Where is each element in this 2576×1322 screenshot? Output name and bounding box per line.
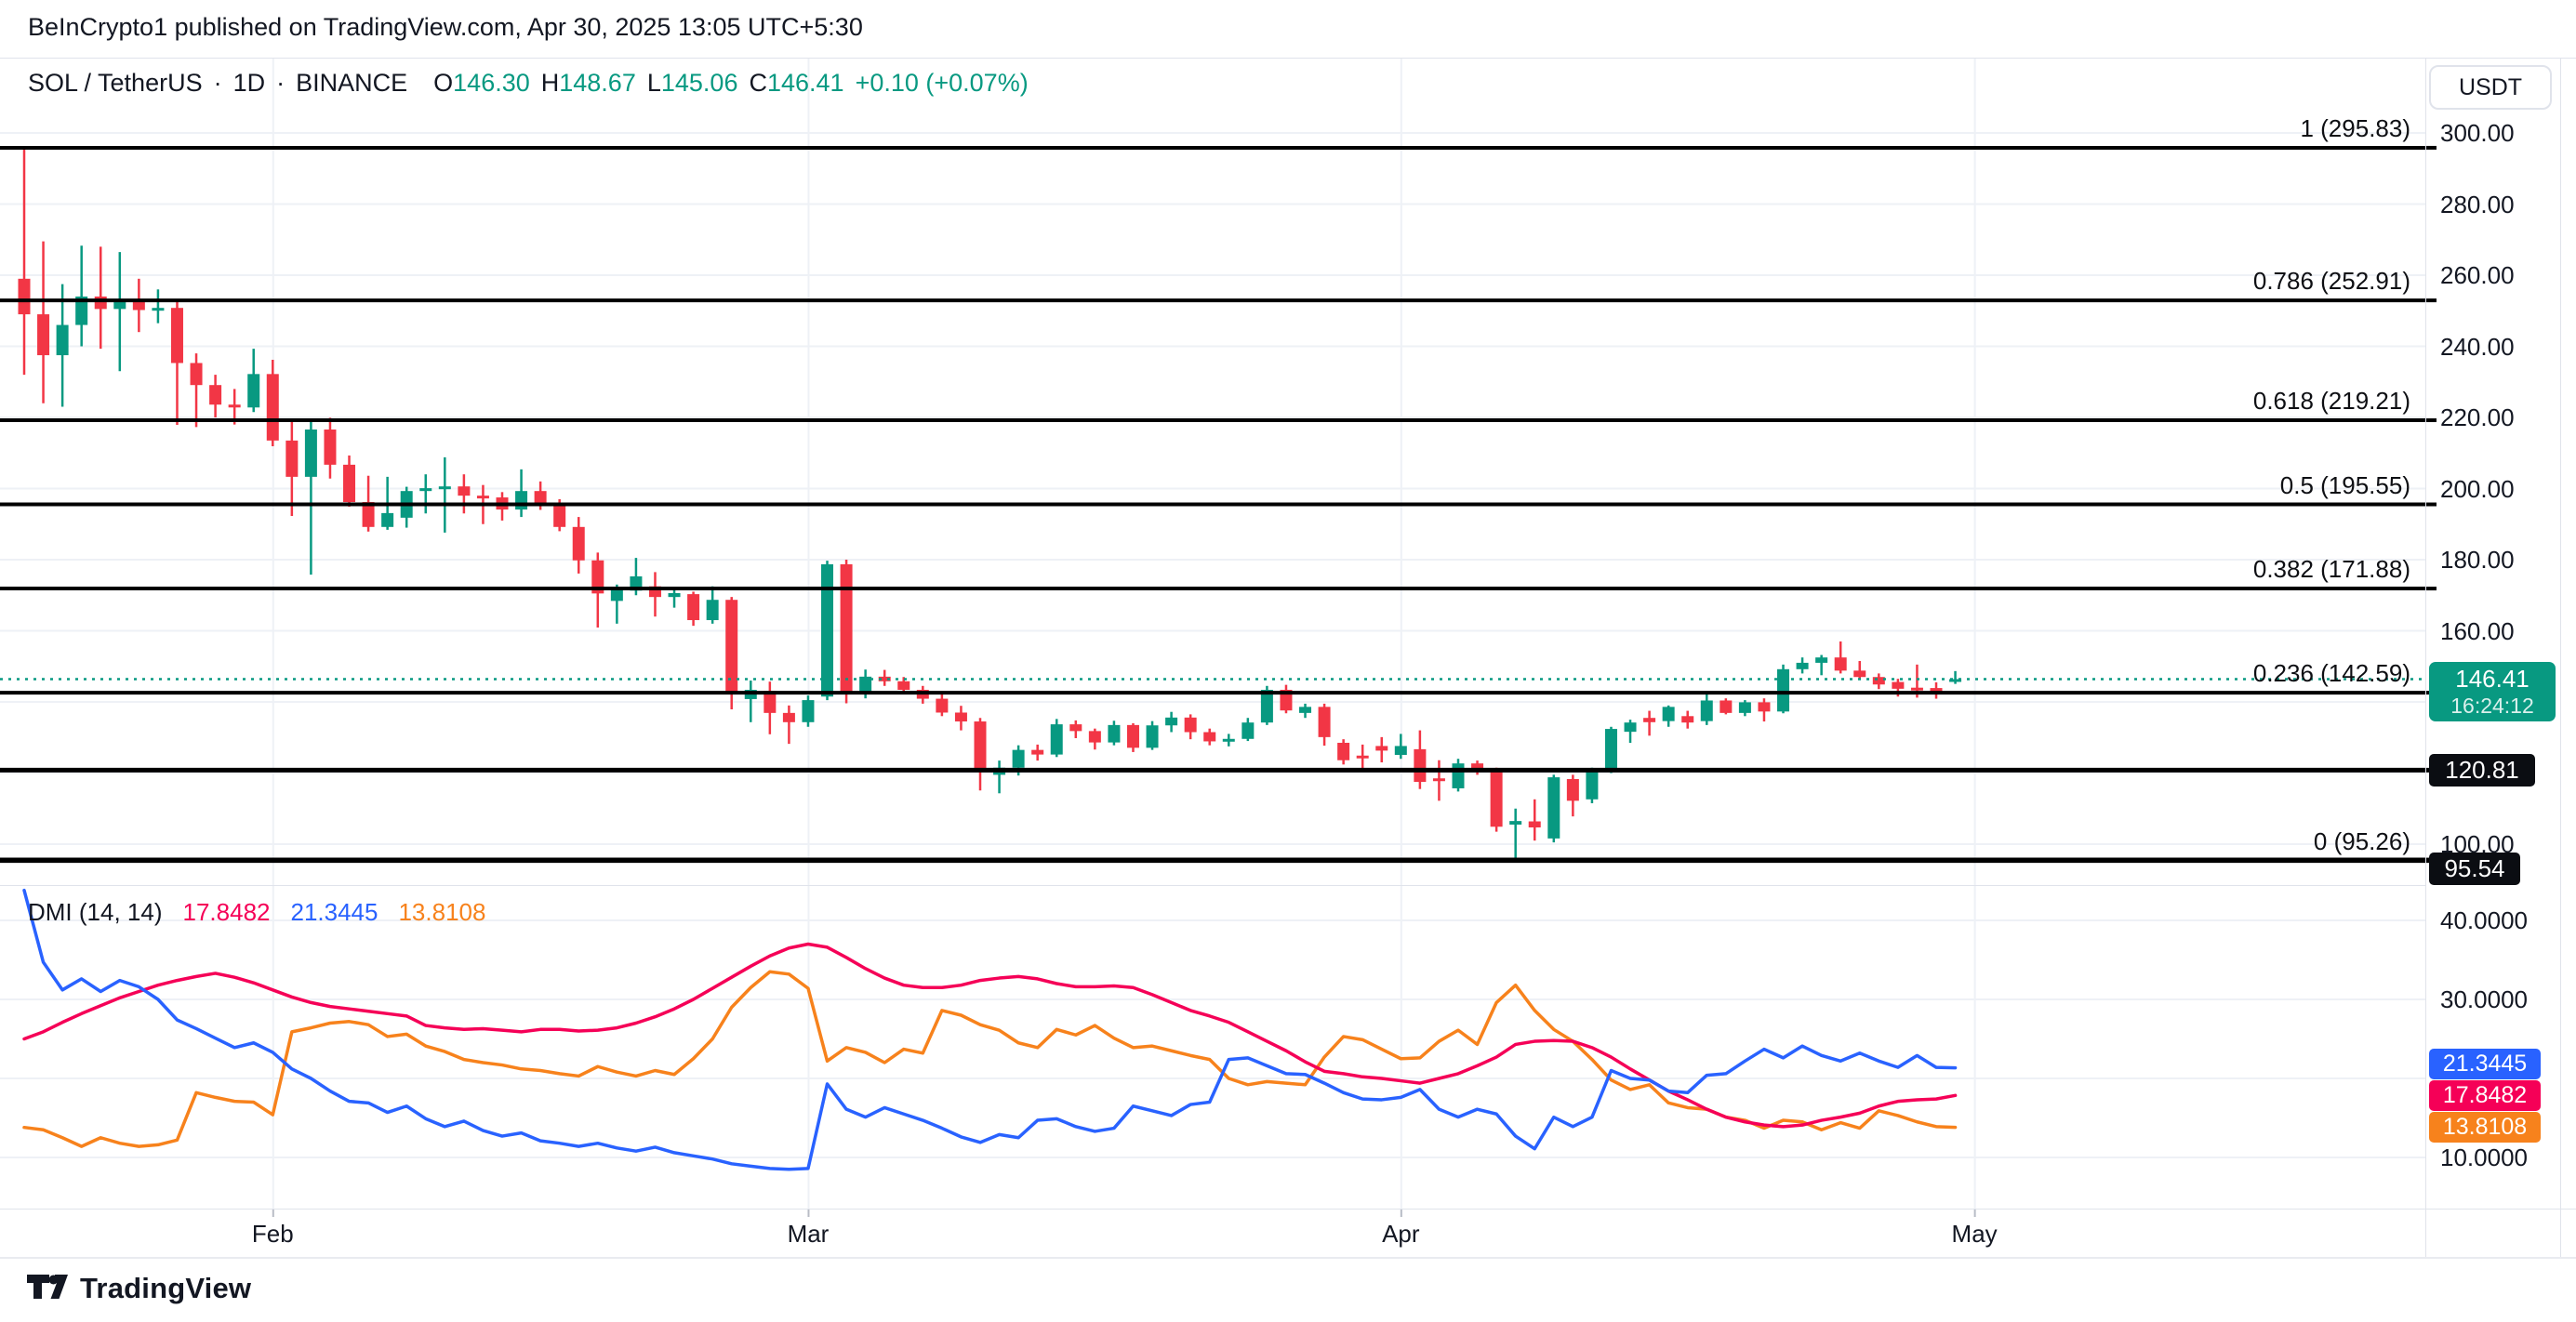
dmi-legend: DMI (14, 14) 17.8482 21.3445 13.8108 <box>28 898 485 927</box>
time-axis-divider <box>0 1209 2576 1210</box>
support-level-badge: 95.54 <box>2429 853 2520 885</box>
ohlc-low: L145.06 <box>646 69 738 97</box>
fib-level-label: 0.382 (171.88) <box>2252 555 2410 584</box>
header-divider <box>0 58 2576 59</box>
tradingview-logo-icon <box>27 1275 68 1299</box>
current-price-badge: 146.41 16:24:12 <box>2429 662 2556 721</box>
fib-level-label: 0.5 (195.55) <box>2279 470 2410 499</box>
fib-level-label: 0.786 (252.91) <box>2252 267 2410 296</box>
price-tick-label: 240.00 <box>2440 332 2515 361</box>
separator-dot: · <box>276 69 285 97</box>
price-tick-label: 180.00 <box>2440 546 2515 574</box>
symbol-legend: SOL / TetherUS · 1D · BINANCE O146.30 H1… <box>28 69 1029 98</box>
price-tick-label: 300.00 <box>2440 119 2515 147</box>
symbol-name[interactable]: SOL / TetherUS <box>28 69 203 97</box>
fib-level-label: 0.618 (219.21) <box>2252 387 2410 416</box>
tradingview-footer[interactable]: TradingView <box>26 1272 251 1305</box>
dmi-tick-label: 40.0000 <box>2440 906 2528 934</box>
price-tick-label: 220.00 <box>2440 403 2515 431</box>
price-tick-label: 280.00 <box>2440 190 2515 218</box>
dmi-minus-di-value: 13.8108 <box>398 898 486 926</box>
current-price-value: 146.41 <box>2455 664 2530 693</box>
tradingview-brand-text: TradingView <box>80 1272 252 1304</box>
bar-countdown: 16:24:12 <box>2450 693 2534 718</box>
fib-level-label: 0.236 (142.59) <box>2252 659 2410 688</box>
dmi-tick-label: 30.0000 <box>2440 985 2528 1013</box>
fib-level-label: 1 (295.83) <box>2300 113 2410 142</box>
chart-bottom-edge <box>0 1257 2576 1259</box>
ohlc-high: H148.67 <box>540 69 636 97</box>
dmi-minus-di-badge: 13.8108 <box>2429 1112 2541 1143</box>
timeframe[interactable]: 1D <box>232 69 266 97</box>
price-tick-label: 160.00 <box>2440 616 2515 645</box>
price-tick-label: 260.00 <box>2440 261 2515 289</box>
exchange-name: BINANCE <box>296 69 408 97</box>
dmi-tick-label: 10.0000 <box>2440 1144 2528 1171</box>
separator-dot: · <box>213 69 222 97</box>
ohlc-open: O146.30 <box>433 69 530 97</box>
fib-level-label: 0 (95.26) <box>2313 827 2410 856</box>
dmi-title[interactable]: DMI (14, 14) <box>28 898 163 926</box>
right-edge-divider <box>2560 58 2561 1257</box>
dmi-adx-badge: 17.8482 <box>2429 1080 2541 1111</box>
dmi-plus-di-badge: 21.3445 <box>2429 1049 2541 1079</box>
dmi-plus-di-value: 21.3445 <box>290 898 378 926</box>
header-attribution: BeInCrypto1 published on TradingView.com… <box>28 13 863 41</box>
price-axis-divider <box>2425 58 2426 1257</box>
time-axis-label: May <box>1951 1220 1998 1248</box>
dmi-adx-value: 17.8482 <box>182 898 271 926</box>
time-axis-label: Mar <box>787 1220 830 1248</box>
ohlc-close: C146.41 <box>749 69 844 97</box>
pane-separator[interactable] <box>0 885 2425 886</box>
price-change: +0.10 (+0.07%) <box>855 69 1029 97</box>
time-axis-label: Apr <box>1382 1220 1420 1248</box>
currency-toggle-button[interactable]: USDT <box>2429 65 2552 110</box>
support-level-badge: 120.81 <box>2429 754 2535 787</box>
time-axis-label: Feb <box>251 1220 294 1248</box>
price-tick-label: 200.00 <box>2440 474 2515 503</box>
